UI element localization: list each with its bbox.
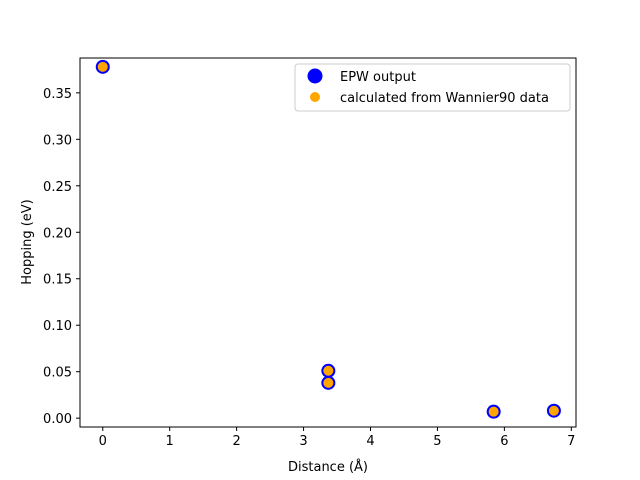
y-tick-label: 0.35	[43, 87, 72, 102]
y-tick-label: 0.20	[43, 226, 72, 241]
legend-box	[294, 63, 571, 112]
legend-marker-epw-output	[307, 68, 323, 84]
data-point-wannier90	[323, 365, 334, 376]
y-axis: 0.00 0.05 0.10 0.15 0.20 0.25 0.30 0.35	[43, 87, 80, 427]
y-axis-label: Hopping (eV)	[20, 199, 35, 285]
data-point-wannier90	[548, 405, 559, 416]
x-axis-label: Distance (Å)	[288, 459, 368, 475]
legend-label-epw-output: EPW output	[340, 70, 416, 85]
y-tick-label: 0.00	[43, 412, 72, 427]
plot-points	[95, 59, 561, 419]
x-tick-label: 4	[366, 434, 374, 449]
x-tick-label: 0	[99, 434, 107, 449]
x-tick-label: 3	[299, 434, 307, 449]
y-tick-label: 0.25	[43, 180, 72, 195]
x-tick-label: 2	[232, 434, 240, 449]
y-tick-label: 0.10	[43, 319, 72, 334]
legend: EPW output calculated from Wannier90 dat…	[294, 63, 571, 112]
plot-frame	[79, 57, 577, 428]
x-axis: 0 1 2 3 4 5 6 7	[99, 427, 575, 449]
x-tick-label: 1	[166, 434, 174, 449]
data-point-wannier90	[323, 377, 334, 388]
x-tick-label: 5	[433, 434, 441, 449]
x-tick-label: 6	[500, 434, 508, 449]
y-tick-label: 0.05	[43, 366, 72, 381]
data-point-wannier90	[488, 406, 499, 417]
data-point-wannier90	[97, 61, 108, 72]
y-tick-label: 0.30	[43, 133, 72, 148]
x-tick-label: 7	[567, 434, 575, 449]
legend-marker-wannier90	[310, 92, 320, 102]
legend-label-wannier90: calculated from Wannier90 data	[340, 91, 549, 106]
y-tick-label: 0.15	[43, 273, 72, 288]
